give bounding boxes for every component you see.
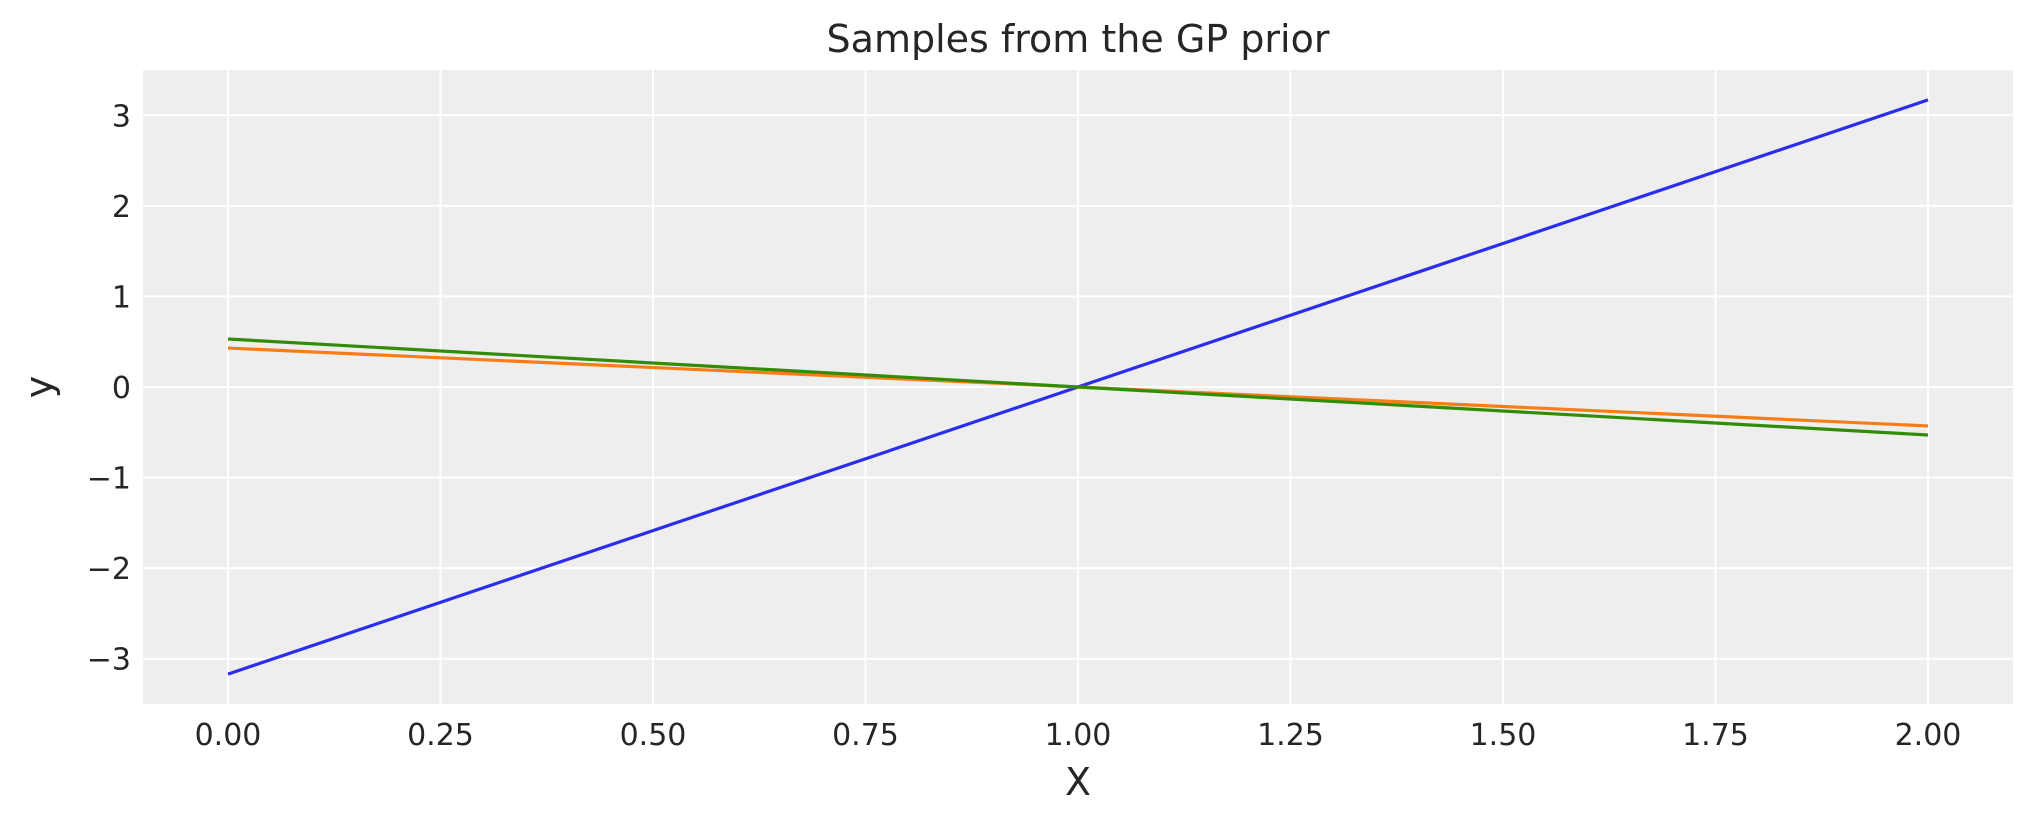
series-line <box>227 337 1929 437</box>
grid <box>143 70 2013 704</box>
y-tick-label: −1 <box>87 462 131 497</box>
x-axis-label: X <box>1065 760 1091 804</box>
x-tick-label: 1.50 <box>1470 718 1537 753</box>
x-tick-label: 0.75 <box>832 718 899 753</box>
x-tick-label: 1.75 <box>1682 718 1749 753</box>
y-axis-label: y <box>17 376 61 399</box>
x-tick-label: 0.25 <box>407 718 474 753</box>
y-tick-label: 1 <box>112 280 131 315</box>
x-tick-label: 1.25 <box>1257 718 1324 753</box>
y-tick-label: 3 <box>112 99 131 134</box>
x-tick-labels: 0.00 0.25 0.50 0.75 1.00 1.25 1.50 1.75 2.00 <box>195 718 1962 753</box>
x-tick-label: 0.50 <box>620 718 687 753</box>
x-tick-label: 0.00 <box>195 718 262 753</box>
y-tick-label: 0 <box>112 371 131 406</box>
y-tick-label: −2 <box>87 552 131 587</box>
y-tick-label: −3 <box>87 643 131 678</box>
series-lines <box>227 98 1929 676</box>
y-tick-labels: −3 −2 −1 0 1 2 3 <box>87 99 131 677</box>
x-tick-label: 1.00 <box>1045 718 1112 753</box>
chart-title: Samples from the GP prior <box>827 17 1330 61</box>
y-tick-label: 2 <box>112 190 131 225</box>
x-tick-label: 2.00 <box>1895 718 1962 753</box>
